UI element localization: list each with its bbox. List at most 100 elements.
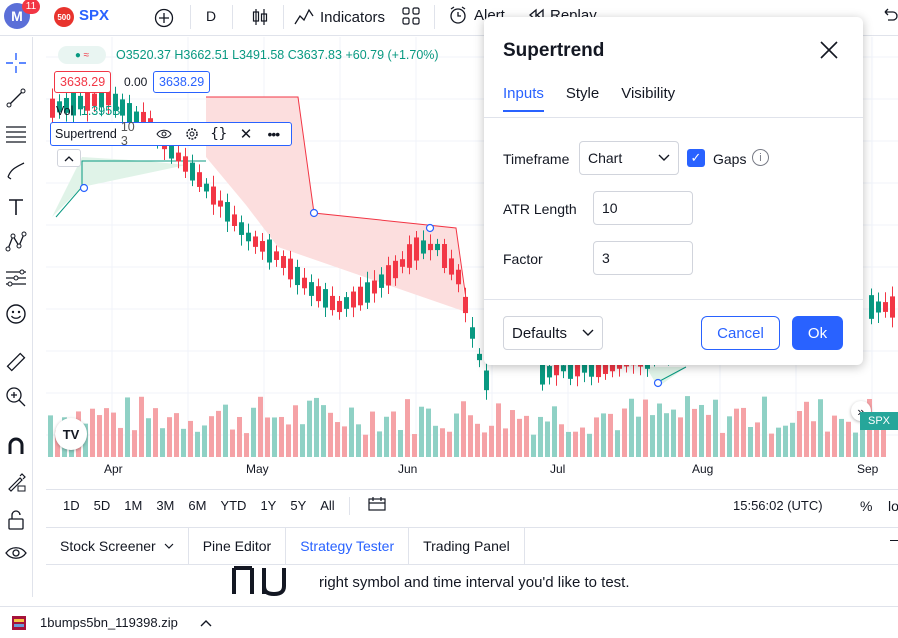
defaults-dropdown[interactable]: Defaults xyxy=(503,316,603,350)
log-toggle[interactable]: lo xyxy=(888,497,898,514)
atr-length-input[interactable]: 10 xyxy=(593,191,693,225)
close-icon[interactable]: ✕ xyxy=(239,126,253,143)
volume-bar xyxy=(363,434,368,457)
interval-button[interactable]: D xyxy=(206,8,217,24)
percent-toggle[interactable]: % xyxy=(860,497,873,514)
download-filename[interactable]: 1bumps5bn_119398.zip xyxy=(40,615,178,630)
collapse-chevron-icon[interactable] xyxy=(57,149,81,167)
volume-bar xyxy=(517,418,522,457)
volume-bar xyxy=(349,407,354,457)
volume-bar xyxy=(307,400,312,457)
tab-strategy-tester[interactable]: Strategy Tester xyxy=(286,527,410,565)
undo-icon[interactable] xyxy=(880,6,898,26)
candle-body xyxy=(414,237,419,261)
range-3m[interactable]: 3M xyxy=(156,498,175,513)
legend-toggle[interactable]: ● ≈ xyxy=(58,46,106,64)
volume-bar xyxy=(216,410,221,457)
volume-bar xyxy=(398,429,403,457)
lock-icon[interactable] xyxy=(3,507,29,533)
cancel-button[interactable]: Cancel xyxy=(701,316,780,350)
volume-bar xyxy=(804,401,809,457)
candle-body xyxy=(372,280,377,294)
volume-bar xyxy=(685,396,690,457)
pattern-icon[interactable] xyxy=(3,229,29,255)
divider xyxy=(434,5,435,29)
indicator-legend[interactable]: Supertrend 10 3 {} ✕ ••• xyxy=(50,120,292,148)
candles-icon[interactable] xyxy=(247,4,273,30)
tab-visibility[interactable]: Visibility xyxy=(621,85,676,102)
ok-button[interactable]: Ok xyxy=(792,316,843,350)
indicators-button[interactable]: Indicators xyxy=(294,4,385,30)
tab-stock-screener[interactable]: Stock Screener xyxy=(46,527,189,565)
supertrend-point xyxy=(425,223,435,233)
date-range-bar: 1D 5D 1M 3M 6M YTD 1Y 5Y All 15:56:02 (U… xyxy=(46,489,898,521)
ruler-icon[interactable] xyxy=(3,349,29,375)
lock-drawing-icon[interactable] xyxy=(3,469,29,495)
candle-body xyxy=(876,301,881,313)
factor-input[interactable]: 3 xyxy=(593,241,693,275)
range-1y[interactable]: 1Y xyxy=(260,498,277,513)
candle-body xyxy=(197,172,202,187)
range-all[interactable]: All xyxy=(320,498,335,513)
volume-bar xyxy=(279,416,284,457)
fib-icon[interactable] xyxy=(3,121,29,147)
volume-bar xyxy=(139,396,144,457)
text-icon[interactable] xyxy=(3,194,29,220)
plus-circle-icon[interactable] xyxy=(150,4,178,32)
range-6m[interactable]: 6M xyxy=(188,498,207,513)
x-label: Apr xyxy=(104,462,123,476)
candle-body xyxy=(393,260,398,279)
range-5d[interactable]: 5D xyxy=(93,498,111,513)
volume-bar xyxy=(244,433,249,457)
range-1d[interactable]: 1D xyxy=(63,498,80,513)
time-axis[interactable]: Apr May Jun Jul Aug Sep xyxy=(46,458,898,482)
candle-body xyxy=(302,277,307,289)
eye-icon[interactable] xyxy=(151,128,178,140)
emoji-icon[interactable] xyxy=(3,301,29,327)
more-icon[interactable]: ••• xyxy=(267,126,280,142)
indicators-label: Indicators xyxy=(320,8,386,26)
volume-label: Vol xyxy=(56,104,74,118)
buy-price[interactable]: 3638.29 xyxy=(153,71,211,93)
trendline-icon[interactable] xyxy=(3,85,29,111)
timeframe-select[interactable]: Chart xyxy=(579,141,679,175)
brush-icon[interactable] xyxy=(3,158,29,184)
clock-time[interactable]: 15:56:02 (UTC) xyxy=(733,498,823,513)
crosshair-icon[interactable] xyxy=(3,50,29,76)
range-ytd[interactable]: YTD xyxy=(220,498,247,513)
tab-trading-panel[interactable]: Trading Panel xyxy=(409,527,525,565)
candle-body xyxy=(610,360,615,372)
candle-body xyxy=(330,295,335,311)
eye-icon[interactable] xyxy=(3,540,29,566)
tab-pine-editor[interactable]: Pine Editor xyxy=(189,527,287,565)
close-icon[interactable] xyxy=(818,40,840,62)
go-to-date-icon[interactable] xyxy=(368,496,386,515)
volume-bar xyxy=(258,396,263,457)
zoom-icon[interactable] xyxy=(3,384,29,410)
range-5y[interactable]: 5Y xyxy=(290,498,307,513)
tab-inputs[interactable]: Inputs xyxy=(503,85,544,112)
volume-bar xyxy=(90,408,95,457)
range-1m[interactable]: 1M xyxy=(124,498,143,513)
volume-bar xyxy=(762,396,767,457)
gaps-checkbox[interactable]: ✓ xyxy=(687,149,705,167)
info-icon[interactable]: i xyxy=(752,149,769,166)
tab-style[interactable]: Style xyxy=(565,85,600,102)
candle-body xyxy=(85,91,90,111)
gear-icon[interactable] xyxy=(178,127,205,141)
volume-bar xyxy=(832,415,837,457)
source-code-icon[interactable]: {} xyxy=(210,126,228,142)
symbol-search[interactable]: SPX xyxy=(79,7,110,24)
tradingview-logo[interactable]: TV xyxy=(55,418,87,450)
volume-bar xyxy=(118,427,123,457)
sell-price[interactable]: 3638.29 xyxy=(54,71,112,93)
minimize-icon[interactable] xyxy=(890,540,898,541)
candlestick-chart[interactable] xyxy=(46,37,898,485)
prediction-icon[interactable] xyxy=(3,265,29,291)
grid-icon[interactable] xyxy=(401,6,423,28)
volume-bar xyxy=(678,417,683,457)
candle-body xyxy=(316,286,321,302)
candle-body xyxy=(883,302,888,312)
chevron-up-icon[interactable] xyxy=(200,619,212,627)
magnet-icon[interactable] xyxy=(3,433,29,459)
